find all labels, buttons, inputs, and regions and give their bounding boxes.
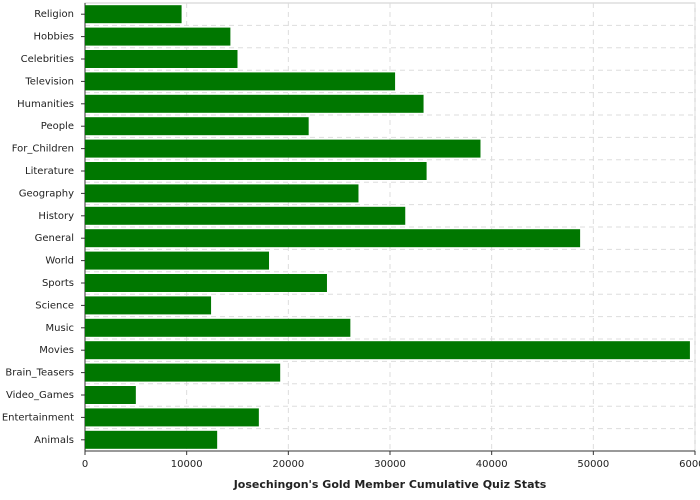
y-tick-label: Celebrities bbox=[21, 54, 74, 65]
bar bbox=[85, 117, 309, 136]
y-tick-label: People bbox=[41, 121, 74, 132]
bar bbox=[85, 251, 270, 270]
bar bbox=[85, 139, 481, 158]
bar bbox=[85, 206, 406, 225]
x-tick-label: 30000 bbox=[374, 459, 406, 470]
y-tick-label: Animals bbox=[34, 435, 74, 446]
y-tick-label: History bbox=[38, 211, 74, 222]
y-tick-label: Sports bbox=[42, 278, 74, 289]
bar bbox=[85, 386, 136, 404]
bar bbox=[85, 50, 238, 68]
bar bbox=[85, 408, 259, 427]
y-tick-label: General bbox=[35, 233, 74, 244]
bar bbox=[85, 341, 690, 360]
bar bbox=[85, 363, 281, 382]
y-tick-label: Brain_Teasers bbox=[5, 368, 74, 379]
bar bbox=[85, 430, 218, 449]
y-tick-label: Literature bbox=[25, 166, 74, 177]
y-tick-label: Geography bbox=[19, 188, 74, 199]
y-tick-label: Music bbox=[46, 323, 74, 334]
bar bbox=[85, 318, 351, 337]
x-tick-label: 20000 bbox=[272, 459, 304, 470]
x-tick-label: 50000 bbox=[577, 459, 609, 470]
y-tick-label: Hobbies bbox=[34, 32, 74, 43]
bar bbox=[85, 274, 327, 292]
x-tick-label: 0 bbox=[82, 459, 88, 470]
y-tick-label: For_Children bbox=[12, 144, 74, 155]
y-tick-label: Humanities bbox=[17, 99, 74, 110]
bar bbox=[85, 94, 424, 113]
y-tick-label: Video_Games bbox=[6, 390, 74, 401]
y-tick-label: Movies bbox=[39, 345, 74, 356]
bar bbox=[85, 184, 359, 203]
x-tick-label: 40000 bbox=[476, 459, 508, 470]
y-tick-label: World bbox=[45, 256, 74, 267]
y-tick-label: Television bbox=[24, 76, 74, 87]
bar bbox=[85, 229, 581, 248]
x-tick-label: 10000 bbox=[171, 459, 203, 470]
bar bbox=[85, 72, 396, 91]
bar bbox=[85, 162, 427, 180]
bar bbox=[85, 27, 231, 46]
bar bbox=[85, 296, 212, 315]
y-tick-label: Science bbox=[35, 300, 74, 311]
bar bbox=[85, 5, 182, 24]
y-tick-label: Religion bbox=[34, 9, 74, 20]
y-tick-label: Entertainment bbox=[2, 412, 74, 423]
x-tick-label: 60000 bbox=[679, 459, 700, 470]
x-axis-label: Josechingon's Gold Member Cumulative Qui… bbox=[233, 478, 547, 491]
